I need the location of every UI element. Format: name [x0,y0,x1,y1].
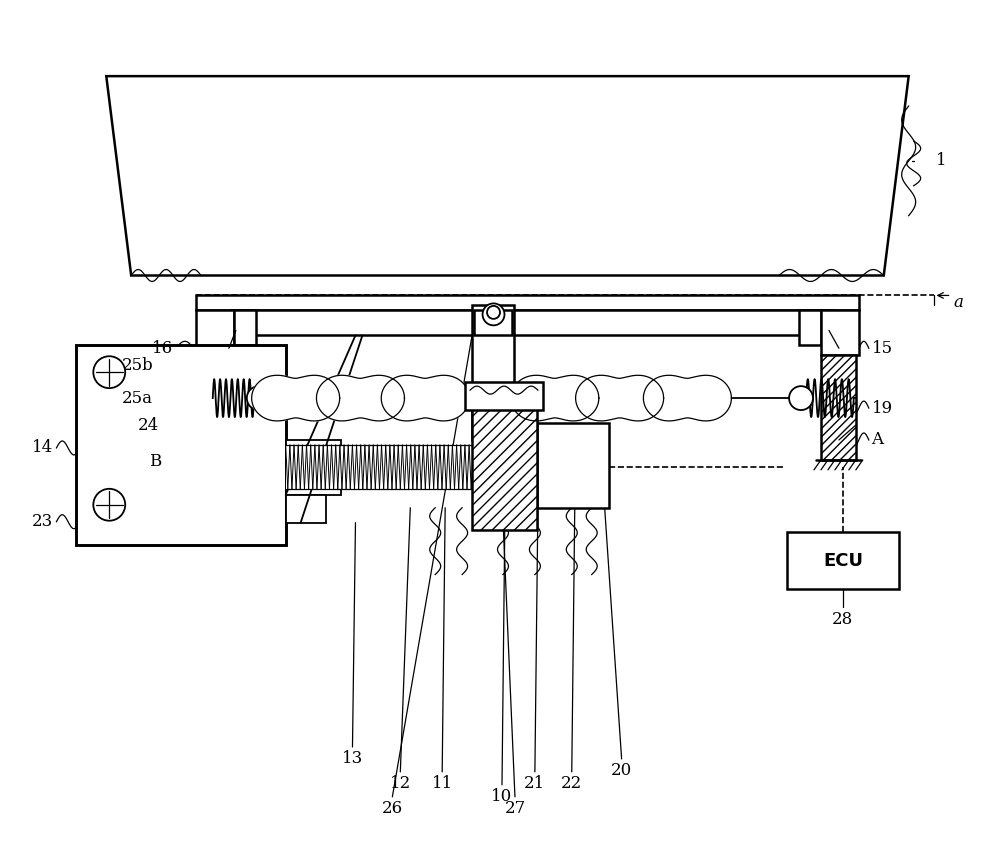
Bar [201,355,236,460]
Text: 10: 10 [491,789,513,805]
Text: 22: 22 [561,776,582,792]
Polygon shape [252,375,340,421]
Circle shape [93,356,125,388]
Polygon shape [381,375,469,421]
Text: 21: 21 [524,776,546,792]
Circle shape [247,386,271,410]
Bar [286,494,326,523]
Text: 12: 12 [390,776,411,792]
Bar [787,531,899,589]
Circle shape [487,306,500,319]
Text: 20: 20 [611,763,632,779]
Text: 1: 1 [936,152,946,169]
Bar [231,310,834,335]
Text: 16: 16 [152,340,173,357]
Bar [537,423,609,507]
Bar [196,296,859,310]
Polygon shape [511,375,599,421]
Bar [799,310,821,345]
Text: 26: 26 [382,801,403,817]
Circle shape [93,488,125,520]
Text: 28: 28 [832,611,854,628]
Bar [286,440,341,494]
Circle shape [789,386,813,410]
Text: 24: 24 [138,416,159,433]
Text: 14: 14 [32,439,53,457]
Bar [234,310,256,345]
Bar [821,355,856,460]
Bar [76,345,286,544]
Text: A: A [871,432,883,448]
Circle shape [483,304,504,325]
Polygon shape [643,375,731,421]
Bar [196,310,234,355]
Bar [821,310,859,355]
Text: 25a: 25a [122,390,153,407]
Text: B: B [149,453,161,470]
Bar [286,445,515,488]
Text: 11: 11 [432,776,453,792]
Text: a: a [954,294,963,311]
Text: 25b: 25b [121,357,153,374]
Bar [465,382,543,410]
Bar [474,310,512,335]
Bar [472,400,537,530]
Text: 27: 27 [504,801,526,817]
Text: 13: 13 [342,751,363,767]
Text: 19: 19 [872,400,893,416]
Text: ECU: ECU [823,551,863,569]
Polygon shape [106,77,909,275]
Text: 15: 15 [872,340,893,357]
Polygon shape [576,375,664,421]
Polygon shape [316,375,404,421]
Bar [472,305,514,440]
Text: 23: 23 [32,513,53,531]
